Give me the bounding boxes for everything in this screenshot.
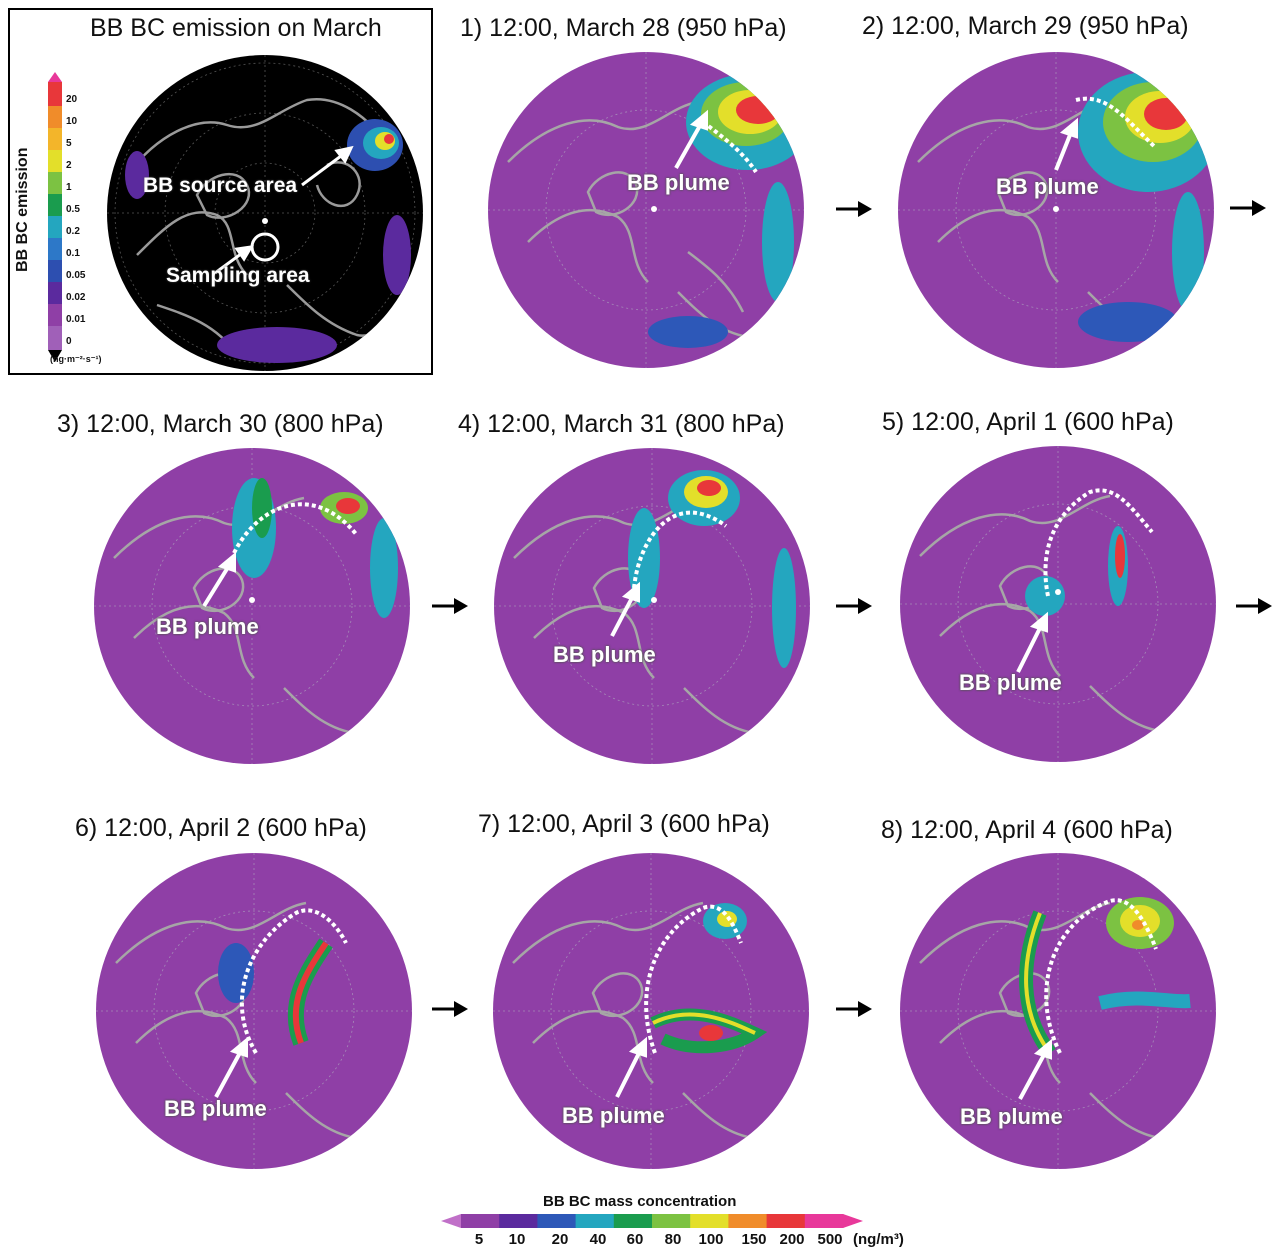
colorbar-title: BB BC mass concentration [543, 1193, 737, 1210]
plume-label-7: BB plume [562, 1103, 665, 1128]
right-arrow-icon [836, 598, 872, 614]
emission-map [107, 55, 423, 371]
right-arrow-icon [836, 201, 872, 217]
plume-map-8 [900, 853, 1216, 1169]
emission-tick: 5 [66, 138, 72, 149]
plume-label-8: BB plume [960, 1104, 1063, 1129]
colorbar-segment [766, 1214, 806, 1228]
sampling-area-label: Sampling area [166, 264, 310, 287]
colorbar-max-triangle [843, 1214, 863, 1228]
colorbar-segment [575, 1214, 615, 1228]
colorbar-tick: 500 [817, 1231, 843, 1248]
colorbar-segment [804, 1214, 844, 1228]
plume-label-5: BB plume [959, 670, 1062, 695]
plume-label-2: BB plume [996, 174, 1099, 199]
colorbar-segment [728, 1214, 768, 1228]
emission-legend-title: BB BC emission [14, 147, 31, 272]
plume-map-6 [96, 853, 412, 1169]
emission-panel-title: BB BC emission on March [90, 14, 382, 42]
emission-tick: 0 [66, 336, 72, 347]
emission-tick: 0.05 [66, 270, 86, 281]
emission-tick: 2 [66, 160, 72, 171]
emission-tick: 0.02 [66, 292, 86, 303]
right-arrow-icon [836, 1001, 872, 1017]
colorbar-segment [461, 1214, 500, 1228]
colorbar-segment [613, 1214, 653, 1228]
plume-label-4: BB plume [553, 642, 656, 667]
emission-tick: 1 [66, 182, 72, 193]
panel-title-2: 2) 12:00, March 29 (950 hPa) [862, 12, 1189, 40]
colorbar-unit: (ng/m³) [853, 1231, 904, 1248]
emission-tick: 0.2 [66, 226, 80, 237]
colorbar-tick: 10 [508, 1231, 526, 1248]
colorbar-tick: 200 [779, 1231, 805, 1248]
colorbar-segment [499, 1214, 538, 1228]
emission-unit: (ng·m⁻²·s⁻¹) [50, 354, 102, 364]
colorbar-tick: 100 [698, 1231, 724, 1248]
right-arrow-icon [432, 1001, 468, 1017]
colorbar-tick: 5 [474, 1231, 484, 1248]
plume-label-6: BB plume [164, 1096, 267, 1121]
plume-map-1 [488, 52, 804, 368]
emission-panel: BB BC emission on March BB BC emission 2… [8, 8, 433, 375]
panel-title-4: 4) 12:00, March 31 (800 hPa) [458, 410, 785, 438]
colorbar-segment [690, 1214, 729, 1228]
emission-tick: 10 [66, 116, 78, 127]
emission-colorbar [48, 72, 62, 362]
plume-map-4 [494, 448, 810, 764]
concentration-colorbar [441, 1214, 863, 1228]
panel-title-8: 8) 12:00, April 4 (600 hPa) [881, 816, 1173, 844]
plume-label-3: BB plume [156, 614, 259, 639]
emission-tick: 0.1 [66, 248, 80, 259]
colorbar-segment [652, 1214, 691, 1228]
panel-title-6: 6) 12:00, April 2 (600 hPa) [75, 814, 367, 842]
colorbar-min-triangle [441, 1214, 461, 1228]
source-area-label: BB source area [143, 174, 298, 197]
colorbar-tick: 40 [589, 1231, 607, 1248]
right-arrow-icon [1236, 598, 1272, 614]
plume-map-3 [94, 448, 410, 764]
colorbar-tick: 80 [664, 1231, 682, 1248]
right-arrow-icon [1230, 200, 1266, 216]
colorbar-tick: 20 [551, 1231, 569, 1248]
colorbar-segment [537, 1214, 577, 1228]
plume-map-7 [493, 853, 809, 1169]
plume-map-2 [898, 52, 1214, 368]
emission-tick: 0.01 [66, 314, 86, 325]
plume-label-1: BB plume [627, 170, 730, 195]
panel-title-7: 7) 12:00, April 3 (600 hPa) [478, 810, 770, 838]
panel-title-3: 3) 12:00, March 30 (800 hPa) [57, 410, 384, 438]
plume-map-5 [900, 446, 1216, 762]
right-arrow-icon [432, 598, 468, 614]
panel-title-1: 1) 12:00, March 28 (950 hPa) [460, 14, 787, 42]
colorbar-tick: 60 [626, 1231, 644, 1248]
emission-tick: 0.5 [66, 204, 80, 215]
panel-title-5: 5) 12:00, April 1 (600 hPa) [882, 408, 1174, 436]
colorbar-tick: 150 [741, 1231, 767, 1248]
emission-tick: 20 [66, 94, 78, 105]
